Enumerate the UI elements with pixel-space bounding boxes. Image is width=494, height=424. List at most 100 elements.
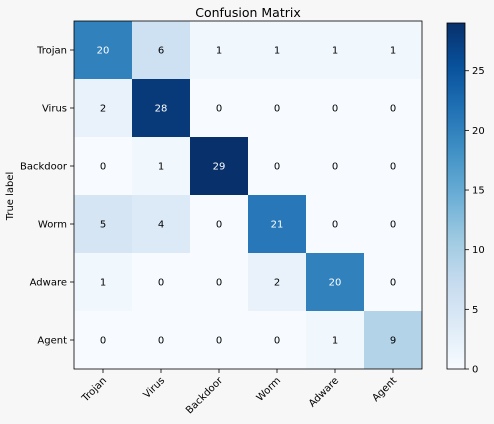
- cell-value-label: 0: [390, 104, 396, 115]
- cell-value-label: 2: [100, 104, 106, 115]
- cell-value-label: 1: [158, 162, 164, 173]
- heatmap-cell: [190, 79, 248, 137]
- cell-value-label: 0: [216, 336, 222, 347]
- cell-value-label: 0: [390, 162, 396, 173]
- plot-frame: [73, 20, 423, 370]
- chart-title: Confusion Matrix: [195, 5, 301, 20]
- heatmap-cell: [364, 311, 422, 369]
- colorbar-tick-label: 0: [472, 365, 478, 376]
- heatmap-cell: [364, 253, 422, 311]
- y-tick-label: Worm: [38, 220, 67, 231]
- x-tick-label: Agent: [370, 375, 399, 404]
- heatmap-cell: [190, 21, 248, 79]
- cell-value-label: 0: [332, 104, 338, 115]
- cell-value-label: 20: [329, 278, 342, 289]
- cell-value-label: 0: [332, 162, 338, 173]
- colorbar-tick-label: 5: [472, 305, 478, 316]
- heatmap-cell: [248, 311, 306, 369]
- x-tick-label: Virus: [142, 375, 168, 401]
- heatmap-cell: [248, 253, 306, 311]
- cell-value-label: 28: [155, 104, 168, 115]
- cell-value-label: 0: [158, 336, 164, 347]
- cell-value-label: 0: [100, 336, 106, 347]
- cell-value-label: 29: [213, 162, 226, 173]
- colorbar-tick-label: 20: [472, 126, 485, 137]
- heatmap-cells: [74, 21, 422, 369]
- heatmap-cell: [364, 195, 422, 253]
- y-tick-label: Virus: [42, 104, 67, 115]
- heatmap-cell: [306, 21, 364, 79]
- heatmap-cell: [306, 79, 364, 137]
- colorbar-tick-label: 10: [472, 245, 485, 256]
- cell-value-label: 21: [271, 220, 284, 231]
- colorbar: [446, 22, 466, 370]
- heatmap-cell: [132, 137, 190, 195]
- heatmap-cell: [248, 137, 306, 195]
- cell-value-label: 9: [390, 336, 396, 347]
- heatmap-cell: [306, 195, 364, 253]
- heatmap-cell: [248, 79, 306, 137]
- cell-value-label: 0: [274, 336, 280, 347]
- heatmap-cell: [364, 137, 422, 195]
- cell-value-label: 1: [332, 46, 338, 57]
- heatmap-cell: [74, 79, 132, 137]
- heatmap-cell: [74, 311, 132, 369]
- x-tick-label: Adware: [307, 375, 341, 409]
- heatmap-cell: [190, 195, 248, 253]
- heatmap-cell: [248, 195, 306, 253]
- cell-value-label: 0: [390, 278, 396, 289]
- cell-value-label: 1: [274, 46, 280, 57]
- heatmap-cell: [132, 253, 190, 311]
- y-tick-label: Backdoor: [20, 162, 68, 173]
- heatmap-cell: [132, 195, 190, 253]
- cell-value-label: 2: [274, 278, 280, 289]
- colorbar-tick-label: 25: [472, 66, 485, 77]
- cell-value-label: 1: [100, 278, 106, 289]
- cell-value-label: 0: [216, 104, 222, 115]
- cell-value-label: 0: [274, 104, 280, 115]
- cell-value-label: 6: [158, 46, 164, 57]
- cell-value-label: 0: [100, 162, 106, 173]
- cell-value-label: 0: [216, 278, 222, 289]
- cell-value-label: 0: [274, 162, 280, 173]
- heatmap-cell: [190, 253, 248, 311]
- y-axis-label: True label: [5, 172, 16, 222]
- heatmap-cell: [364, 21, 422, 79]
- heatmap-cell: [74, 253, 132, 311]
- x-tick-label: Worm: [255, 375, 283, 403]
- cell-value-label: 0: [332, 220, 338, 231]
- cell-value-label: 1: [332, 336, 338, 347]
- cell-value-label: 1: [216, 46, 222, 57]
- heatmap-cell: [306, 253, 364, 311]
- cell-value-label: 0: [390, 220, 396, 231]
- y-tick-label: Adware: [30, 278, 67, 289]
- colorbar-tick-label: 15: [472, 186, 485, 197]
- x-tick-label: Backdoor: [184, 375, 226, 417]
- cell-value-label: 1: [390, 46, 396, 57]
- cell-value-label: 20: [97, 46, 110, 57]
- y-tick-label: Trojan: [36, 46, 67, 57]
- heatmap-cell: [74, 195, 132, 253]
- y-tick-label: Agent: [37, 336, 67, 347]
- cell-value-label: 0: [216, 220, 222, 231]
- y-tick-labels: Trojan Virus Backdoor Worm Adware Agent: [20, 46, 74, 347]
- heatmap-cell: [132, 311, 190, 369]
- heatmap-cell: [248, 21, 306, 79]
- x-tick-labels: Trojan Virus Backdoor Worm Adware Agent: [79, 369, 399, 416]
- x-tick-label: Trojan: [79, 375, 109, 405]
- heatmap-cell: [74, 21, 132, 79]
- cell-value-label: 5: [100, 220, 106, 231]
- heatmap-cell: [306, 137, 364, 195]
- heatmap-cell: [132, 79, 190, 137]
- cell-value-labels: 20 6 1 1 1 1 2 28 0 0 0 0 0 1 29 0 0 0 5 4 0 21 0 0 1 0 0 2 20 0 0 0 0 0 1…: [97, 46, 397, 347]
- heatmap-cell: [74, 137, 132, 195]
- heatmap-cell: [306, 311, 364, 369]
- heatmap-cell: [190, 137, 248, 195]
- heatmap-cell: [132, 21, 190, 79]
- heatmap-cell: [364, 79, 422, 137]
- heatmap-cell: [190, 311, 248, 369]
- cell-value-label: 0: [158, 278, 164, 289]
- colorbar-ticks: 0 5 10 15 20 25: [465, 66, 485, 376]
